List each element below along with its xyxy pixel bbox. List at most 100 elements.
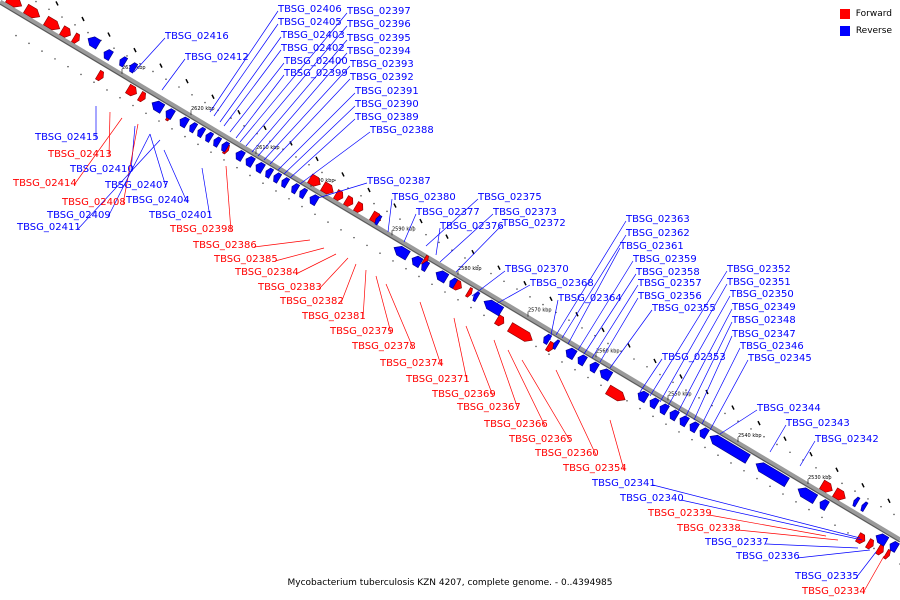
position-dot [750, 428, 752, 430]
reverse-gene-block [679, 415, 690, 428]
gene-label: TBSG_02386 [192, 240, 257, 251]
position-dot [48, 8, 50, 11]
gene-shape [855, 532, 866, 544]
label-leader-line [235, 74, 285, 139]
gene-label: TBSG_02395 [346, 33, 411, 44]
position-dot [41, 50, 43, 52]
position-dot [262, 182, 264, 185]
scale-label: 2530 kbp [808, 475, 832, 481]
label-leader-line [708, 514, 827, 537]
tick-mark [731, 405, 735, 410]
gene-label: TBSG_02363 [625, 214, 690, 225]
label-leader-line [583, 273, 637, 355]
label-leader-line [219, 36, 282, 123]
gene-label: TBSG_02394 [346, 46, 411, 57]
gene-shape [197, 126, 207, 139]
position-dot [490, 272, 492, 275]
gene-shape [291, 183, 301, 195]
position-dot [516, 288, 518, 290]
label-leader-line [163, 149, 188, 203]
position-dot [659, 373, 661, 376]
position-dot [15, 34, 17, 37]
label-leader-line [419, 301, 442, 366]
position-dot [503, 280, 505, 283]
position-dot [204, 101, 206, 104]
forward-gene-block [865, 538, 874, 550]
position-dot [607, 342, 609, 345]
gene-shape [507, 322, 533, 342]
label-leader-line [403, 213, 417, 243]
position-dot [457, 298, 459, 301]
reverse-gene-block [213, 136, 223, 148]
reverse-gene-block [189, 122, 199, 134]
position-dot [418, 275, 420, 278]
position-dot [782, 493, 784, 495]
label-leader-line [245, 25, 348, 147]
tick-mark [367, 187, 371, 193]
forward-gene-block [320, 181, 334, 195]
gene-label: TBSG_02366 [483, 419, 548, 430]
gene-shape [255, 162, 266, 174]
forward-gene-block [855, 532, 866, 544]
position-dot [847, 532, 849, 534]
position-dot [620, 350, 622, 353]
position-dot [724, 412, 726, 415]
gene-shape [875, 533, 890, 547]
label-leader-line [455, 224, 503, 273]
position-dot [28, 42, 30, 45]
position-dot [249, 174, 251, 177]
reverse-gene-block [299, 187, 309, 200]
position-dot [815, 466, 817, 469]
label-leader-line [130, 125, 136, 172]
label-leader-line [277, 92, 356, 171]
position-dot [80, 73, 82, 76]
legend-forward: Forward [839, 9, 892, 19]
position-dot [425, 233, 427, 236]
reverse-gene-block [889, 541, 900, 553]
reverse-gene-block [119, 56, 129, 68]
tick-mark [627, 343, 631, 348]
gene-shape [669, 409, 680, 422]
gene-label: TBSG_02370 [504, 264, 569, 275]
label-leader-line [599, 297, 639, 363]
tick-mark [809, 451, 813, 457]
label-leader-line [149, 133, 167, 188]
gene-label: TBSG_02355 [651, 303, 716, 314]
label-leader-line [274, 247, 325, 262]
label-leader-line [609, 419, 625, 471]
gene-shape [307, 173, 321, 187]
gene-shape [221, 141, 231, 153]
label-leader-line [209, 10, 279, 113]
gene-shape [374, 214, 383, 226]
gene-shape [819, 499, 830, 511]
legend-reverse: Reverse [839, 26, 892, 36]
label-leader-line [283, 105, 356, 175]
gene-label: TBSG_02342 [814, 434, 879, 445]
position-dot [113, 47, 115, 49]
gene-blocks [5, 0, 900, 560]
position-dot [353, 236, 355, 239]
reverse-gene-block [129, 62, 139, 74]
position-dot [795, 501, 797, 503]
gene-label: TBSG_02393 [349, 59, 414, 70]
position-dot [67, 65, 69, 68]
position-dot [867, 498, 869, 500]
gene-label: TBSG_02365 [508, 434, 573, 445]
label-leader-line [229, 62, 285, 133]
position-dot [561, 361, 563, 363]
gene-label: TBSG_02336 [735, 551, 800, 562]
position-dot [542, 303, 544, 306]
scale-label: 2560 kbp [596, 348, 620, 354]
forward-gene-block [343, 195, 354, 207]
gene-shape [353, 201, 364, 213]
position-dot [672, 381, 674, 384]
gene-shape [189, 122, 199, 134]
position-dot [626, 400, 628, 402]
gene-shape [552, 339, 561, 350]
position-dot [763, 435, 765, 438]
gene-shape [889, 541, 900, 553]
label-leader-line [639, 358, 663, 393]
gene-shape [205, 131, 215, 143]
position-dot [698, 397, 700, 399]
